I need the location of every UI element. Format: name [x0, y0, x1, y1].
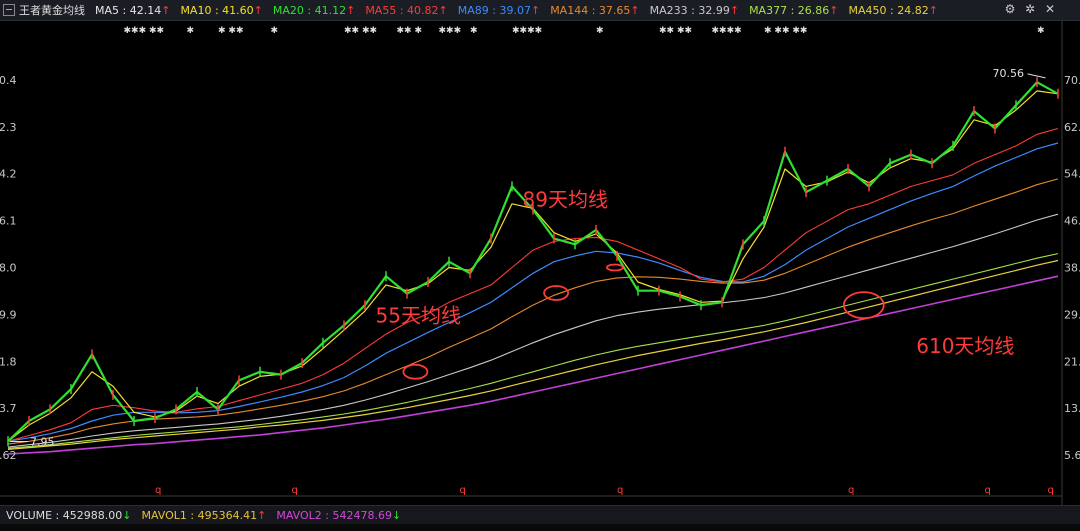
y-tick-label-left: 29.9 [0, 308, 17, 321]
y-tick-label: 13.7 [1064, 402, 1080, 415]
gear-alt-icon[interactable]: ✲ [1024, 2, 1036, 16]
y-tick-label-left: 5.62 [0, 449, 17, 462]
signal-mark: ✱ ✱✱ ✱✱ [764, 26, 807, 36]
high-price-arrow [1027, 73, 1046, 79]
annotation-circle [402, 363, 429, 380]
indicator-title: 王者黄金均线 [19, 4, 85, 17]
ma-readout-ma55: MA55 : 40.82↑ [365, 3, 448, 17]
volume-indicator-bar: VOLUME : 452988.00↓ MAVOL1 : 495364.41↑ … [0, 505, 1080, 525]
y-tick-label-left: 38.0 [0, 262, 17, 275]
mavol1-readout: MAVOL1 : 495364.41↑ [141, 509, 267, 522]
series-line-ma89 [7, 142, 1059, 442]
high-price-label: 70.56 [993, 67, 1025, 80]
y-tick-label-left: 62.3 [0, 121, 17, 134]
series-line-ma144 [7, 178, 1059, 445]
q-marker: q [848, 485, 854, 496]
y-tick-label: 70.4 [1064, 74, 1080, 87]
y-tick-label: 38.0 [1064, 262, 1080, 275]
y-tick-label: 46.1 [1064, 215, 1080, 228]
y-tick-label-left: 70.4 [0, 74, 17, 87]
y-tick-label: 21.8 [1064, 355, 1080, 368]
ma-annotation-label: 55天均线 [376, 304, 461, 328]
ma-readout-ma5: MA5 : 42.14↑ [95, 3, 171, 17]
series-line-ma610 [7, 275, 1059, 455]
indicator-header: 王者黄金均线 MA5 : 42.14↑ MA10 : 41.60↑ MA20 : 4… [0, 0, 1080, 21]
q-marker: q [155, 485, 161, 496]
volume-readout: VOLUME : 452988.00↓ [6, 509, 132, 522]
y-tick-label-left: 21.8 [0, 355, 17, 368]
signal-mark: ✱ [1037, 26, 1045, 36]
signal-mark: ✱ ✱✱ [218, 26, 243, 36]
series-line-ma377 [7, 253, 1059, 449]
signal-mark: ✱✱✱ ✱✱ [124, 26, 165, 36]
signal-mark: ✱✱ ✱✱ [344, 26, 377, 36]
signal-mark: ✱✱ ✱✱ [659, 26, 692, 36]
ma-value-list: MA5 : 42.14↑ MA10 : 41.60↑ MA20 : 41.12↑ MA… [95, 4, 948, 17]
y-tick-label: 62.3 [1064, 121, 1080, 134]
y-tick-label-left: 54.2 [0, 168, 17, 181]
annotation-circle [543, 285, 569, 301]
y-tick-label: 29.9 [1064, 308, 1080, 321]
low-price-label: 7.95 [30, 436, 55, 449]
ma-readout-ma450: MA450 : 24.82↑ [848, 3, 938, 17]
collapse-icon[interactable] [3, 4, 15, 16]
ma-readout-ma89: MA89 : 39.07↑ [457, 3, 541, 17]
close-icon[interactable]: ✕ [1044, 2, 1056, 16]
series-line-ma-short [7, 90, 1059, 442]
annotation-circle [842, 291, 885, 320]
q-marker: q [985, 485, 991, 496]
ma-annotation-label: 89天均线 [523, 188, 608, 212]
price-chart[interactable]: 70.4 70.4 62.3 62.3 54.2 54.2 46.1 46.1 38.0 38.0… [0, 21, 1080, 505]
series-line-ma233 [7, 213, 1059, 448]
series-line-ma450 [7, 259, 1059, 450]
ma-readout-ma377: MA377 : 26.86↑ [749, 3, 839, 17]
y-tick-label-left: 13.7 [0, 402, 17, 415]
q-marker: q [617, 485, 623, 496]
signal-mark: ✱✱✱✱ [712, 26, 742, 36]
signal-mark: ✱ [470, 26, 478, 36]
bottom-scroll-strip[interactable] [0, 524, 1080, 531]
y-tick-label: 5.62 [1064, 449, 1080, 462]
series-line-price [7, 81, 1059, 443]
q-marker: q [1048, 485, 1054, 496]
q-marker: q [460, 485, 466, 496]
settings-gear-icon[interactable]: ⚙ [1004, 2, 1016, 16]
signal-mark: ✱ [187, 26, 195, 36]
signal-mark: ✱ [596, 26, 604, 36]
mavol2-readout: MAVOL2 : 542478.69↓ [276, 509, 402, 522]
series-line-ma55 [7, 127, 1059, 442]
ma-readout-ma144: MA144 : 37.65↑ [550, 3, 640, 17]
ma-readout-ma233: MA233 : 32.99↑ [649, 3, 740, 17]
signal-mark: ✱✱ ✱ [397, 26, 422, 36]
ma-readout-ma10: MA10 : 41.60↑ [180, 3, 263, 17]
ma-readout-ma20: MA20 : 41.12↑ [272, 3, 356, 17]
y-tick-label-left: 46.1 [0, 215, 17, 228]
ma-annotation-label: 610天均线 [916, 334, 1014, 358]
y-tick-label: 54.2 [1064, 168, 1080, 181]
signal-mark: ✱ [271, 26, 279, 36]
signal-mark: ✱✱✱ [439, 26, 462, 36]
q-marker: q [292, 485, 298, 496]
signal-mark: ✱✱✱✱ [512, 26, 542, 36]
annotation-circle [606, 263, 624, 272]
